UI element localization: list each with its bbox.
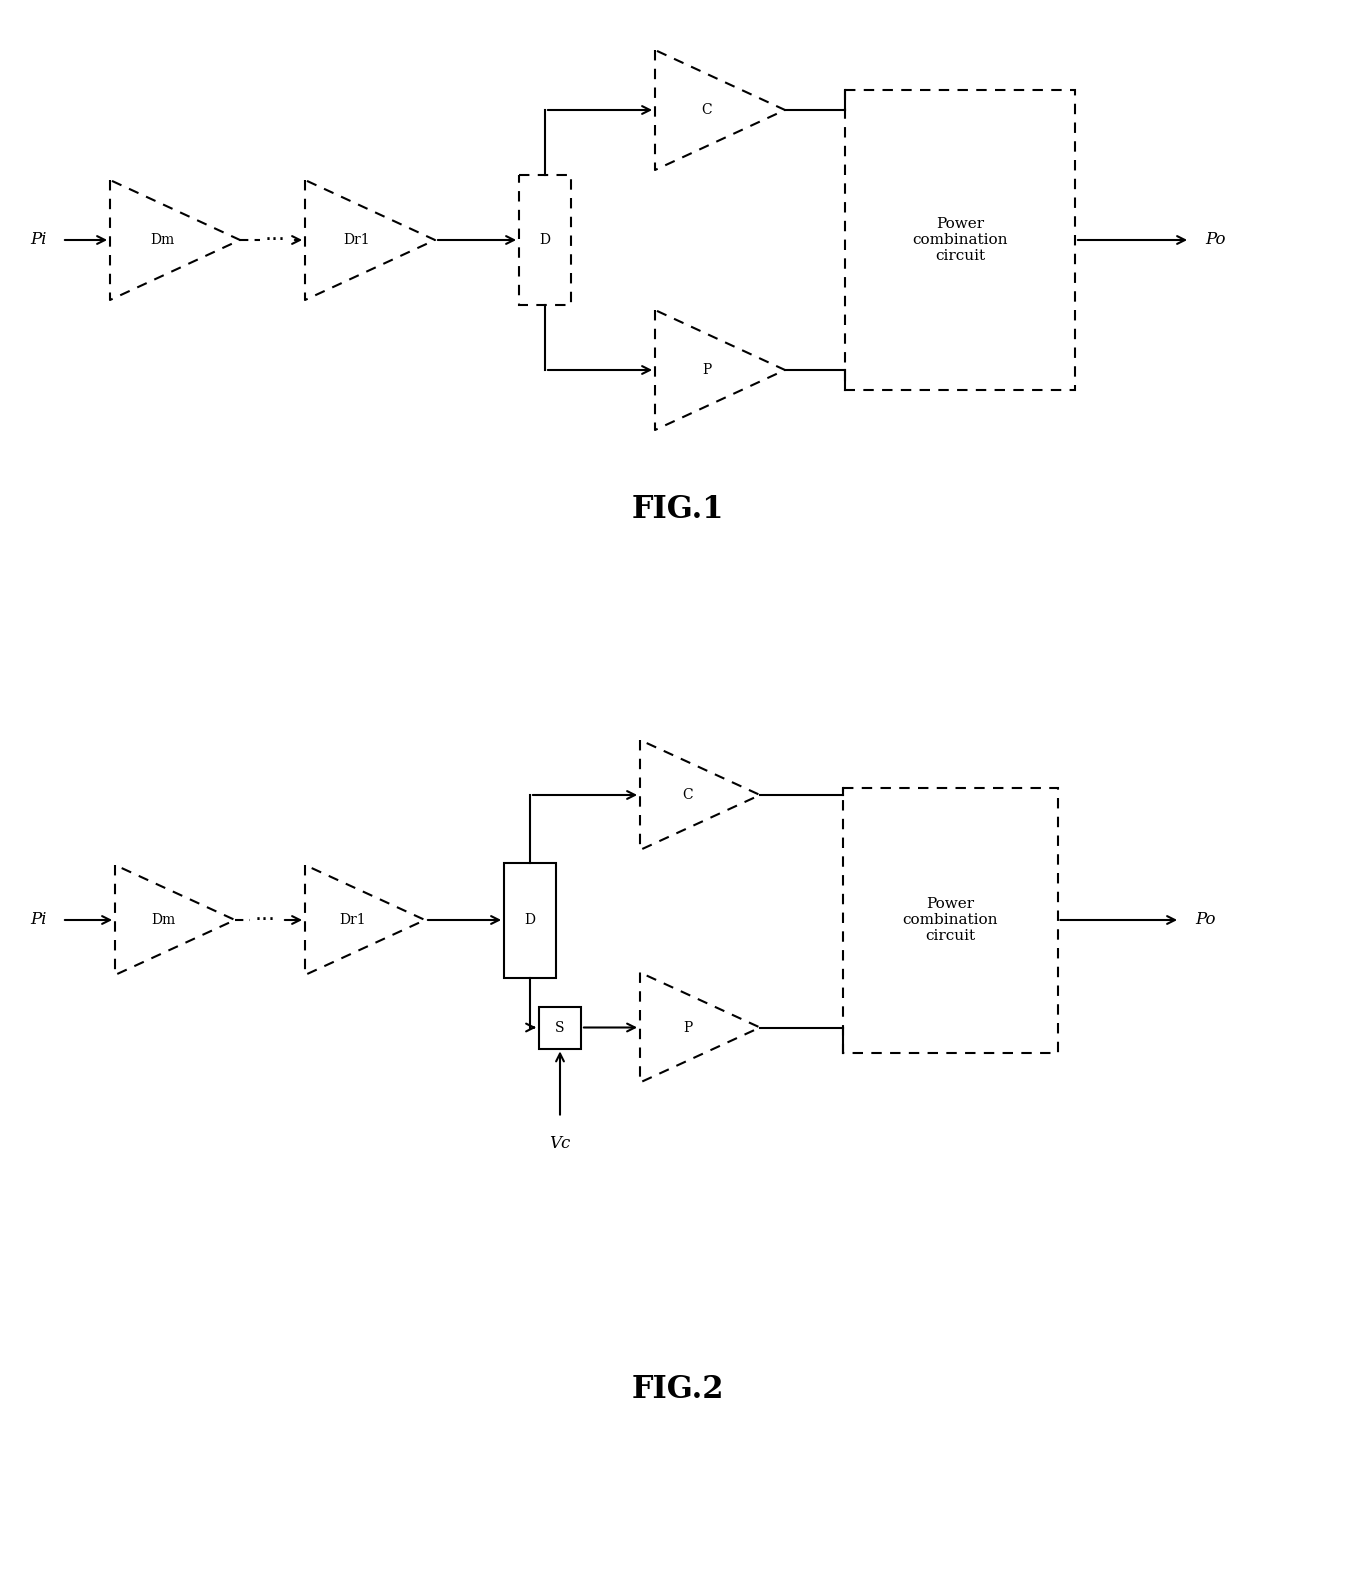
Text: Dr1: Dr1	[340, 913, 366, 928]
Text: P: P	[702, 363, 712, 377]
Text: ···: ···	[255, 910, 275, 931]
Text: FIG.1: FIG.1	[632, 495, 724, 525]
Text: Po: Po	[1195, 912, 1215, 929]
Text: Power
combination
circuit: Power combination circuit	[902, 897, 998, 943]
Text: C: C	[701, 103, 712, 118]
Text: Power
combination
circuit: Power combination circuit	[913, 216, 1008, 263]
Text: Dm: Dm	[151, 232, 174, 247]
Text: P: P	[683, 1020, 693, 1034]
Bar	[538, 1007, 580, 1048]
Text: FIG.2: FIG.2	[632, 1375, 724, 1405]
Text: D: D	[525, 913, 536, 928]
Bar	[845, 91, 1075, 390]
Bar	[504, 862, 556, 977]
Text: C: C	[682, 788, 693, 802]
Text: Pi: Pi	[30, 232, 47, 248]
Text: Dm: Dm	[151, 913, 175, 928]
Bar	[842, 788, 1058, 1053]
Text: Po: Po	[1205, 232, 1226, 248]
Text: D: D	[540, 232, 551, 247]
Text: Pi: Pi	[30, 912, 47, 929]
Text: Vc: Vc	[549, 1136, 571, 1152]
Text: S: S	[555, 1020, 564, 1034]
Bar	[519, 175, 571, 305]
Text: Dr1: Dr1	[343, 232, 370, 247]
Text: ···: ···	[264, 231, 286, 250]
